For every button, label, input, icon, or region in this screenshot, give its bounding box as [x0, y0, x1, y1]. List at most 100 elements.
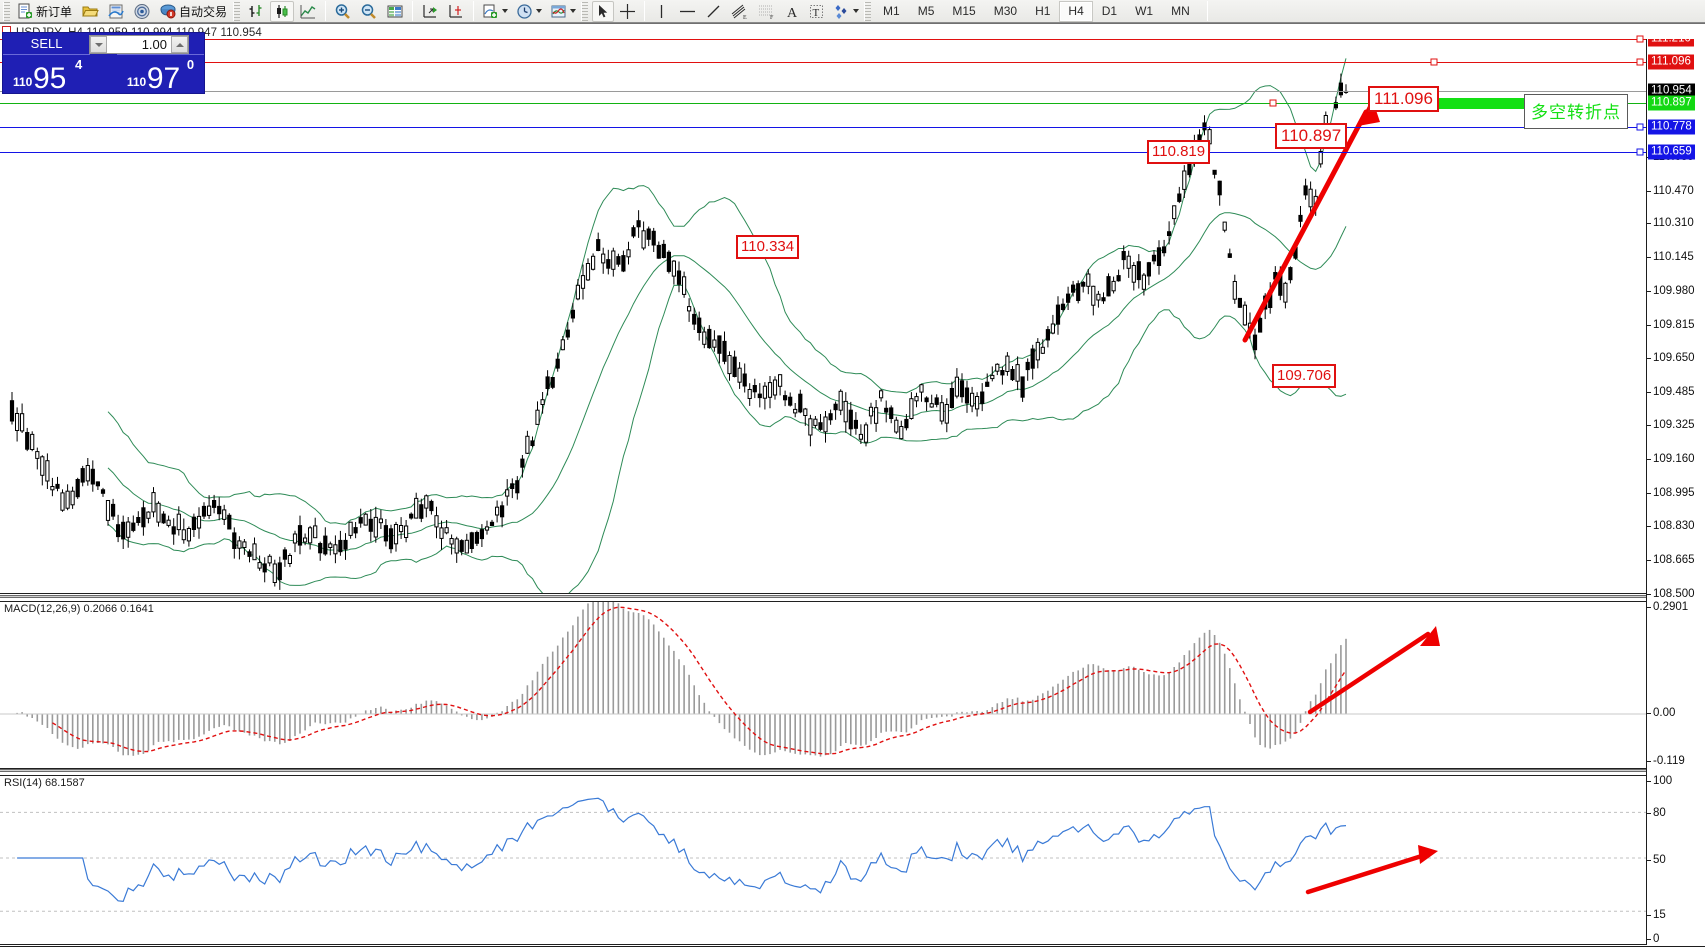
- price-label-110-897[interactable]: 110.897: [1275, 123, 1348, 149]
- level-drag-handle[interactable]: [1636, 123, 1644, 131]
- bar-chart-button[interactable]: [244, 1, 268, 22]
- candlestick-icon: [273, 3, 291, 20]
- rsi-pane[interactable]: [0, 775, 1646, 945]
- price-axis[interactable]: 110.635110.470110.310110.145109.980109.8…: [1646, 39, 1705, 945]
- timeframe-h1-button[interactable]: H1: [1035, 4, 1051, 18]
- price-axis-badge-110-954[interactable]: 110.954: [1648, 83, 1695, 99]
- price-axis-badge-110-778[interactable]: 110.778: [1648, 119, 1695, 135]
- chart-shift-button[interactable]: [444, 1, 468, 22]
- price-label-110-819[interactable]: 110.819: [1147, 140, 1211, 164]
- price-axis-tick-label: 109.325: [1653, 419, 1695, 432]
- timeframe-m30-button[interactable]: M30: [993, 4, 1018, 18]
- price-axis-tick-label: 108.830: [1653, 520, 1695, 533]
- price-axis-badge-110-897[interactable]: 110.897: [1648, 95, 1695, 111]
- price-axis-badge-110-659[interactable]: 110.659: [1648, 144, 1695, 160]
- price-axis-tick: [1647, 458, 1651, 460]
- text-label-tool[interactable]: T: [805, 1, 828, 22]
- fibonacci-tool[interactable]: F: [754, 1, 779, 22]
- new-order-button[interactable]: 新订单: [14, 1, 76, 22]
- price-label-111-096[interactable]: 111.096: [1368, 86, 1439, 112]
- one-click-trading-panel[interactable]: SELL 110 95 4 BUY 110 97 0 1.00: [2, 32, 205, 95]
- price-axis-tick-label: 109.815: [1653, 318, 1695, 331]
- price-axis-tick: [1647, 190, 1651, 192]
- timeframe-m1-button[interactable]: M1: [883, 4, 900, 18]
- level-drag-handle[interactable]: [1636, 148, 1644, 156]
- pane-divider-1[interactable]: [0, 595, 1646, 598]
- expert-advisors-button[interactable]: [78, 1, 102, 22]
- turning-point-annotation[interactable]: 多空转折点: [1524, 94, 1628, 129]
- chevron-down-icon[interactable]: [502, 9, 509, 13]
- shapes-tool[interactable]: [830, 1, 862, 22]
- timeframe-m15-button[interactable]: M15: [952, 4, 976, 18]
- macd-axis-tick-label: -0.119: [1653, 755, 1685, 767]
- cursor-tool[interactable]: [592, 0, 615, 22]
- chart-window[interactable]: USDJPY-,H4 110.959 110.994 110.947 110.9…: [0, 23, 1705, 947]
- price-level-line-110-897[interactable]: [0, 103, 1646, 105]
- templates-button[interactable]: [547, 1, 579, 22]
- sell-price-fraction: 4: [75, 57, 83, 72]
- toolbar-grip-4[interactable]: [864, 1, 872, 21]
- price-axis-tick-label: 110.310: [1653, 217, 1694, 230]
- price-label-anchor[interactable]: [1430, 58, 1438, 66]
- timeframe-w1-button[interactable]: W1: [1135, 4, 1154, 18]
- price-axis-tick-label: 108.500: [1653, 588, 1695, 600]
- macd-pane[interactable]: [0, 601, 1646, 769]
- sell-column[interactable]: SELL 110 95 4: [3, 33, 91, 95]
- toolbar-grip-1[interactable]: [3, 1, 10, 21]
- price-level-line-110-954[interactable]: [0, 91, 1646, 93]
- price-label-110-334[interactable]: 110.334: [736, 235, 800, 259]
- text-tool[interactable]: A: [781, 1, 803, 22]
- level-drag-handle[interactable]: [1636, 35, 1644, 43]
- rsi-axis-tick: [1647, 781, 1651, 782]
- indicators-button[interactable]: [479, 1, 511, 22]
- macd-axis-tick: [1647, 713, 1651, 714]
- crosshair-tool[interactable]: [616, 1, 639, 22]
- navigator-button[interactable]: [130, 1, 154, 22]
- volume-input[interactable]: 1.00: [89, 35, 189, 54]
- pane-divider-2[interactable]: [0, 769, 1646, 772]
- zoom-in-button[interactable]: [331, 1, 355, 22]
- trendline-tool[interactable]: [702, 1, 725, 22]
- buy-price: 110 97 0: [117, 55, 204, 95]
- price-level-line-110-659[interactable]: [0, 151, 1646, 153]
- price-axis-badge-111-210[interactable]: 111.210: [1648, 39, 1694, 47]
- chevron-down-icon[interactable]: [536, 9, 543, 13]
- svg-text:T: T: [813, 7, 820, 19]
- toolbar-grip-3[interactable]: [581, 1, 589, 21]
- candlestick-chart-button[interactable]: [270, 0, 295, 22]
- auto-scroll-button[interactable]: [418, 1, 442, 22]
- timeframe-d1-button[interactable]: D1: [1101, 4, 1118, 18]
- price-level-line-110-778[interactable]: [0, 127, 1646, 129]
- volume-decrease-button[interactable]: [90, 36, 107, 53]
- price-pane[interactable]: [0, 39, 1646, 594]
- timeframe-h4-button[interactable]: H4: [1059, 0, 1093, 22]
- timeframe-mn-button[interactable]: MN: [1171, 4, 1190, 18]
- price-label-anchor[interactable]: [1269, 99, 1277, 107]
- zoom-out-button[interactable]: [357, 1, 381, 22]
- price-axis-tick: [1647, 392, 1651, 394]
- price-axis-badge-111-096[interactable]: 111.096: [1648, 54, 1694, 70]
- chevron-down-icon[interactable]: [570, 9, 577, 13]
- chevron-down-icon[interactable]: [853, 9, 860, 13]
- price-axis-tick: [1647, 492, 1651, 494]
- equidistant-channel-tool[interactable]: E: [727, 1, 752, 22]
- volume-value[interactable]: 1.00: [141, 37, 167, 52]
- timeframe-m5-button[interactable]: M5: [917, 4, 935, 18]
- data-window-button[interactable]: [383, 1, 407, 22]
- level-drag-handle[interactable]: [1636, 58, 1644, 66]
- price-axis-tick: [1647, 425, 1651, 427]
- price-label-109-706[interactable]: 109.706: [1272, 364, 1337, 388]
- price-level-line-111-210[interactable]: [0, 39, 1646, 40]
- horizontal-line-tool[interactable]: [675, 1, 700, 22]
- auto-trading-button[interactable]: 自动交易: [156, 1, 231, 22]
- vertical-line-tool[interactable]: [650, 1, 673, 22]
- volume-increase-button[interactable]: [171, 36, 188, 53]
- green-zone-highlight[interactable]: [1383, 98, 1531, 110]
- toolbar-grip-2[interactable]: [233, 1, 241, 21]
- price-level-line-111-096[interactable]: [0, 62, 1646, 64]
- periods-button[interactable]: [513, 1, 545, 22]
- sell-button[interactable]: SELL: [3, 33, 91, 55]
- clock-icon: [516, 3, 533, 20]
- market-watch-button[interactable]: [104, 1, 128, 22]
- line-chart-button[interactable]: [296, 1, 320, 22]
